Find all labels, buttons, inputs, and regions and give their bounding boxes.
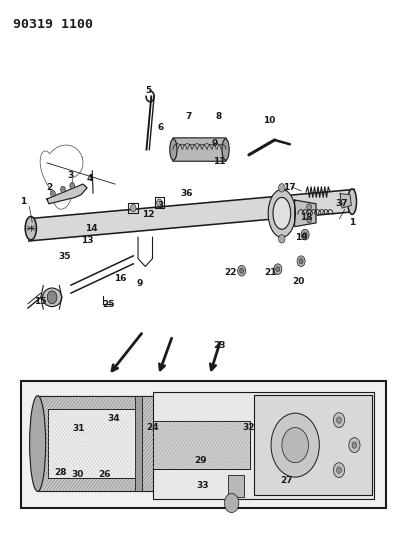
Circle shape xyxy=(278,183,285,192)
Text: 25: 25 xyxy=(102,300,114,309)
Text: 2: 2 xyxy=(46,183,52,192)
Text: 35: 35 xyxy=(58,253,71,261)
Circle shape xyxy=(307,204,312,210)
Text: 16: 16 xyxy=(114,273,127,282)
Circle shape xyxy=(278,235,285,243)
Text: 21: 21 xyxy=(264,269,277,277)
Circle shape xyxy=(349,438,360,453)
Text: 12: 12 xyxy=(142,210,155,219)
Text: 17: 17 xyxy=(283,183,295,192)
Ellipse shape xyxy=(268,189,295,237)
Text: 8: 8 xyxy=(216,112,222,121)
Text: 13: 13 xyxy=(81,237,93,246)
Bar xyxy=(153,392,374,499)
Text: 34: 34 xyxy=(108,414,120,423)
Ellipse shape xyxy=(273,197,291,229)
Text: 32: 32 xyxy=(243,423,255,432)
Text: 30: 30 xyxy=(72,471,84,479)
Circle shape xyxy=(307,216,312,223)
Text: 4: 4 xyxy=(87,174,93,183)
Bar xyxy=(228,475,245,497)
Text: 37: 37 xyxy=(335,199,347,208)
Text: 33: 33 xyxy=(196,481,209,490)
Circle shape xyxy=(299,259,303,264)
Circle shape xyxy=(131,204,136,212)
Circle shape xyxy=(303,232,307,237)
Bar xyxy=(254,395,372,495)
Circle shape xyxy=(352,442,357,448)
Circle shape xyxy=(297,256,305,266)
Text: 1: 1 xyxy=(349,219,355,228)
Circle shape xyxy=(238,265,246,276)
Circle shape xyxy=(271,413,319,477)
Text: 9: 9 xyxy=(211,139,218,148)
Ellipse shape xyxy=(348,189,357,214)
Circle shape xyxy=(240,268,244,273)
Text: 3: 3 xyxy=(158,201,164,210)
Text: 6: 6 xyxy=(158,123,164,132)
Text: 19: 19 xyxy=(295,233,307,242)
Polygon shape xyxy=(340,193,351,208)
Text: 31: 31 xyxy=(73,424,85,433)
Polygon shape xyxy=(47,184,87,204)
Circle shape xyxy=(70,182,75,189)
Text: 27: 27 xyxy=(280,476,293,484)
Text: 14: 14 xyxy=(85,224,98,233)
Text: 10: 10 xyxy=(263,116,275,125)
Circle shape xyxy=(47,291,57,304)
Text: 90319 1100: 90319 1100 xyxy=(13,18,93,31)
Text: 28: 28 xyxy=(54,469,66,477)
Ellipse shape xyxy=(29,395,46,491)
Text: 36: 36 xyxy=(180,189,193,198)
Text: 1: 1 xyxy=(20,197,26,206)
Text: 9: 9 xyxy=(136,279,142,288)
Ellipse shape xyxy=(42,288,62,306)
Text: 11: 11 xyxy=(213,157,226,166)
Bar xyxy=(37,395,154,491)
Circle shape xyxy=(333,413,345,427)
Circle shape xyxy=(50,190,55,197)
Bar xyxy=(48,409,140,478)
Polygon shape xyxy=(29,189,354,241)
Text: 18: 18 xyxy=(301,213,313,222)
Ellipse shape xyxy=(170,139,177,160)
Circle shape xyxy=(224,494,239,513)
Ellipse shape xyxy=(222,139,229,160)
Circle shape xyxy=(276,266,280,272)
Text: 24: 24 xyxy=(146,423,159,432)
Text: 29: 29 xyxy=(194,456,207,465)
Circle shape xyxy=(274,264,282,274)
Text: 23: 23 xyxy=(213,341,226,350)
Circle shape xyxy=(301,229,309,240)
Text: 5: 5 xyxy=(145,85,152,94)
Circle shape xyxy=(282,427,308,463)
Text: 26: 26 xyxy=(98,471,110,479)
Circle shape xyxy=(156,199,162,206)
Circle shape xyxy=(337,417,341,423)
Polygon shape xyxy=(295,200,316,227)
Circle shape xyxy=(60,186,65,192)
Text: 20: 20 xyxy=(293,277,305,286)
Text: 3: 3 xyxy=(68,171,74,180)
Text: 15: 15 xyxy=(34,296,46,305)
Bar xyxy=(135,395,143,491)
Ellipse shape xyxy=(25,216,36,240)
Circle shape xyxy=(333,463,345,478)
Bar xyxy=(153,421,250,469)
Text: 7: 7 xyxy=(185,112,192,121)
Bar xyxy=(21,381,386,508)
Circle shape xyxy=(337,467,341,473)
FancyBboxPatch shape xyxy=(172,138,226,161)
Text: 22: 22 xyxy=(224,269,237,277)
